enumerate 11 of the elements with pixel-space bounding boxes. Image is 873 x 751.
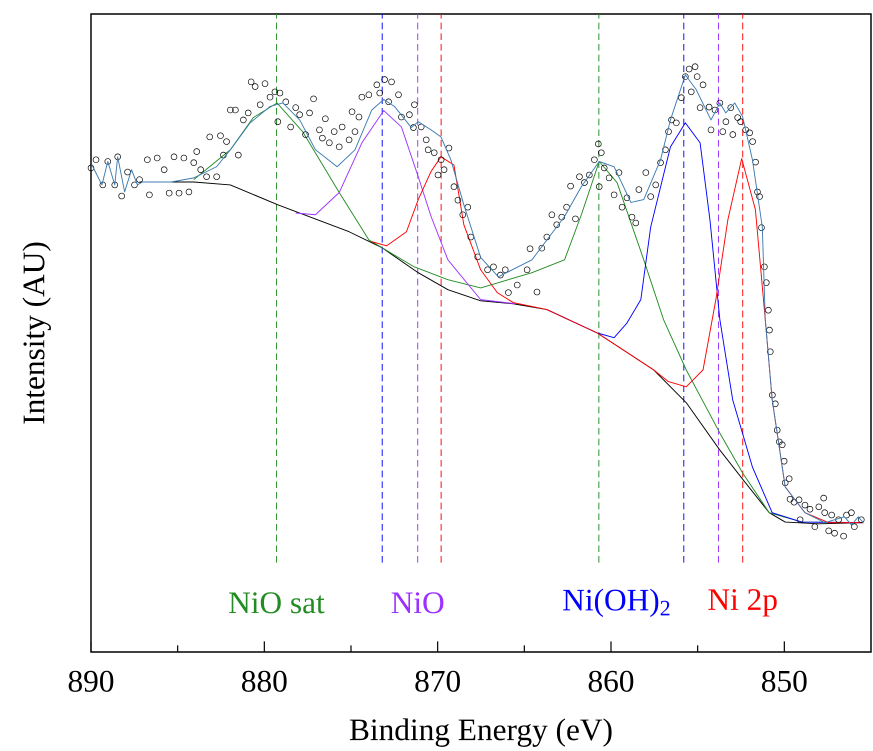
x-tick-label: 870 bbox=[415, 670, 460, 692]
x-tick-label: 880 bbox=[242, 670, 287, 692]
ref-line-label: Ni(OH)$_{2}$ bbox=[563, 588, 670, 618]
ref-line-label: Ni 2p bbox=[708, 589, 777, 617]
x-tick-label: 890 bbox=[68, 670, 114, 692]
ref-line-label: NiO sat bbox=[229, 592, 325, 614]
ref-line-label: NiO bbox=[392, 592, 444, 614]
y-axis-title: Intensity (AU) bbox=[22, 242, 51, 424]
x-tick-label: 860 bbox=[588, 670, 634, 692]
x-tick-label: 850 bbox=[762, 670, 807, 692]
x-axis-title: Binding Energy (eV) bbox=[350, 718, 612, 747]
